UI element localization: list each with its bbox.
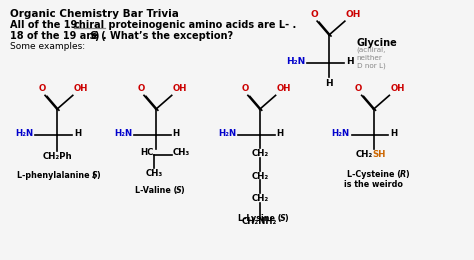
Text: proteinogenic amino acids are L- .: proteinogenic amino acids are L- . [105,20,297,30]
Text: ): ) [97,171,100,180]
Text: CH₂NH₂: CH₂NH₂ [242,217,277,226]
Text: Organic Chemistry Bar Trivia: Organic Chemistry Bar Trivia [10,9,179,19]
Text: O: O [241,84,248,93]
Text: L-Valine (: L-Valine ( [135,186,177,196]
Text: O: O [310,10,318,19]
Text: Glycine: Glycine [357,38,398,48]
Text: H₂N: H₂N [15,129,33,139]
Text: H₂N: H₂N [114,129,132,139]
Text: S: S [91,171,97,180]
Text: S: S [90,31,97,41]
Text: SH: SH [373,150,386,159]
Text: CH₂Ph: CH₂Ph [42,152,72,161]
Text: CH₃: CH₃ [173,148,190,157]
Text: H: H [173,129,180,139]
Text: HC: HC [140,148,154,157]
Text: H₂N: H₂N [332,129,350,139]
Text: CH₂: CH₂ [251,149,268,158]
Text: OH: OH [391,84,405,93]
Text: H: H [276,129,284,139]
Text: OH: OH [74,84,88,93]
Text: H₂N: H₂N [218,129,236,139]
Text: S: S [176,186,182,196]
Text: Some examples:: Some examples: [10,42,86,51]
Text: O: O [38,84,46,93]
Text: All of the 19: All of the 19 [10,20,81,30]
Text: OH: OH [173,84,187,93]
Text: H: H [346,57,354,66]
Text: 18 of the 19 are (: 18 of the 19 are ( [10,31,106,41]
Text: is the weirdo: is the weirdo [344,180,403,190]
Text: H: H [74,129,81,139]
Text: H: H [391,129,398,139]
Text: O: O [137,84,145,93]
Text: S: S [280,214,285,223]
Text: CH₂: CH₂ [356,150,373,159]
Text: R: R [400,170,406,179]
Text: L-Lysine (: L-Lysine ( [238,214,282,223]
Text: CH₃: CH₃ [145,168,163,178]
Text: H: H [325,79,333,88]
Text: L-Cysteine (: L-Cysteine ( [346,170,401,179]
Text: (achiral,
neither
D nor L): (achiral, neither D nor L) [357,46,386,69]
Text: ): ) [405,170,409,179]
Text: O: O [355,84,362,93]
Text: CH₂: CH₂ [251,172,268,180]
Text: L-phenylalanine (: L-phenylalanine ( [18,171,96,180]
Text: ): ) [284,214,288,223]
Text: H₂N: H₂N [286,57,305,66]
Text: CH₂: CH₂ [251,194,268,203]
Text: ): ) [181,186,184,196]
Text: OH: OH [276,84,291,93]
Text: ) . What’s the exception?: ) . What’s the exception? [94,31,233,41]
Text: chiral: chiral [74,20,105,30]
Text: OH: OH [346,10,361,19]
